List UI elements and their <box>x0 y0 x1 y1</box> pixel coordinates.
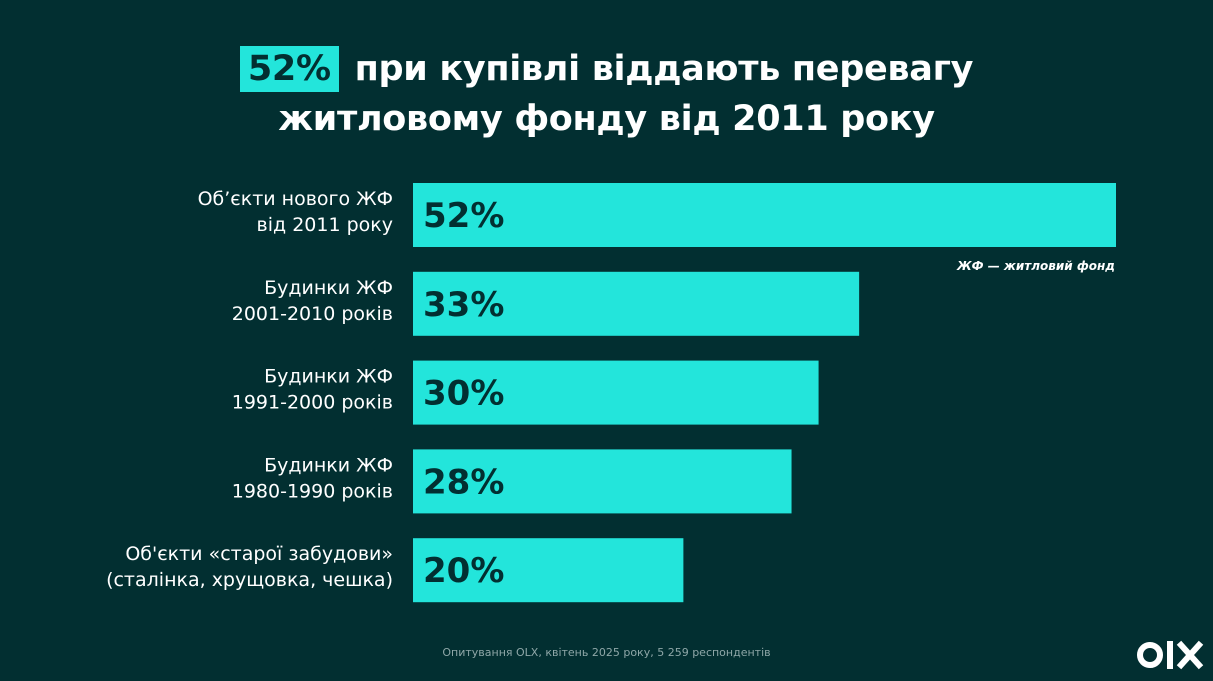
logo-o <box>1137 642 1163 668</box>
bar-2 <box>413 271 860 336</box>
category-label-5-line-1: Об'єкти «старої забудови» <box>125 543 393 565</box>
title-highlight: 52% <box>239 46 339 92</box>
title-line-1-text: при купівлі віддають перевагу <box>354 49 974 89</box>
source-note: Опитування OLX, квітень 2025 року, 5 259… <box>442 646 771 659</box>
category-label-4-line-1: Будинки ЖФ <box>264 454 393 476</box>
category-label-5-line-2: (сталінка, хрущовка, чешка) <box>106 569 393 591</box>
abbreviation-note: ЖФ — житловий фонд <box>956 259 1115 273</box>
bar-1 <box>413 183 1116 247</box>
chart-title: 52% при купівлі віддають перевагу житлов… <box>0 44 1213 144</box>
value-label-1: 52% <box>423 196 504 236</box>
value-label-4: 28% <box>423 462 504 502</box>
logo-l <box>1167 641 1173 669</box>
bar-5 <box>413 538 684 603</box>
category-label-2-line-2: 2001-2010 років <box>232 303 393 325</box>
category-label-1-line-1: Об’єкти нового ЖФ <box>198 188 393 210</box>
value-label-3: 30% <box>423 374 504 414</box>
value-label-2: 33% <box>423 285 504 325</box>
category-label-1-line-2: від 2011 року <box>257 214 393 236</box>
bar-4 <box>413 449 792 514</box>
category-label-3-line-1: Будинки ЖФ <box>264 366 393 388</box>
category-label-2-line-1: Будинки ЖФ <box>264 277 393 299</box>
title-line-1: 52% при купівлі віддають перевагу <box>0 44 1213 94</box>
olx-logo <box>1137 640 1204 670</box>
title-line-2: житловому фонду від 2011 року <box>278 99 935 139</box>
value-label-5: 20% <box>423 551 504 591</box>
category-label-4-line-2: 1980-1990 років <box>232 480 393 502</box>
logo-x-stroke-2 <box>1176 640 1204 670</box>
bar-3 <box>413 360 819 425</box>
category-label-3-line-2: 1991-2000 років <box>232 392 393 414</box>
